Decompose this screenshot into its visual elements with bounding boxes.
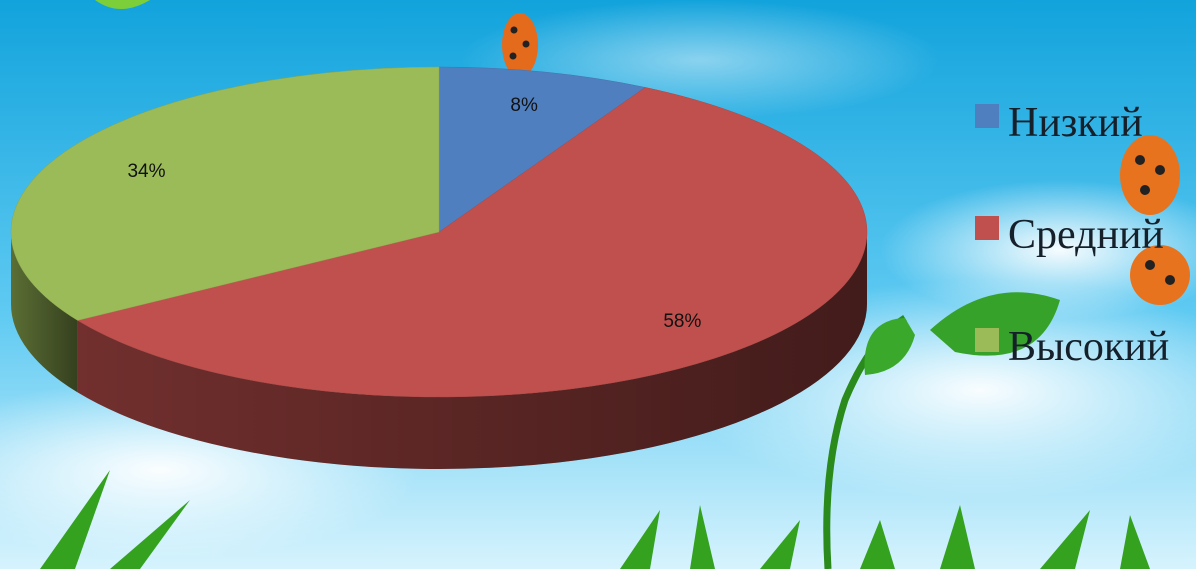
legend-swatch-Средний: [975, 216, 999, 240]
pie-side-shading: [77, 232, 868, 469]
ladybug: [1120, 135, 1180, 215]
plant-leaf: [864, 318, 915, 375]
data-label-Низкий: 8%: [510, 95, 538, 116]
data-labels: 8% 58% 34%: [127, 95, 701, 332]
data-label-Высокий: 34%: [127, 161, 165, 182]
legend-swatch-Низкий: [975, 104, 999, 128]
legend-label-Низкий: Низкий: [1008, 100, 1143, 146]
leaf-top-left: [95, 0, 150, 9]
pie-slice-Низкий: [438, 66, 646, 233]
plant-leaf: [930, 292, 1060, 356]
pie-slice-Средний: [76, 87, 868, 398]
pie-chart: [10, 66, 868, 469]
legend-swatch-Высокий: [975, 328, 999, 352]
cloud: [880, 180, 1196, 320]
legend-label-Высокий: Высокий: [1008, 324, 1169, 370]
legend: Низкий Средний Высокий: [975, 100, 1169, 370]
legend-label-Средний: Средний: [1008, 212, 1164, 258]
pie-side-shading: [10, 232, 78, 393]
pie-slice-Высокий: [10, 66, 440, 321]
grass: [40, 470, 1150, 569]
ladybug: [502, 13, 538, 77]
ladybug: [1130, 245, 1190, 305]
data-label-Средний: 58%: [663, 311, 701, 332]
